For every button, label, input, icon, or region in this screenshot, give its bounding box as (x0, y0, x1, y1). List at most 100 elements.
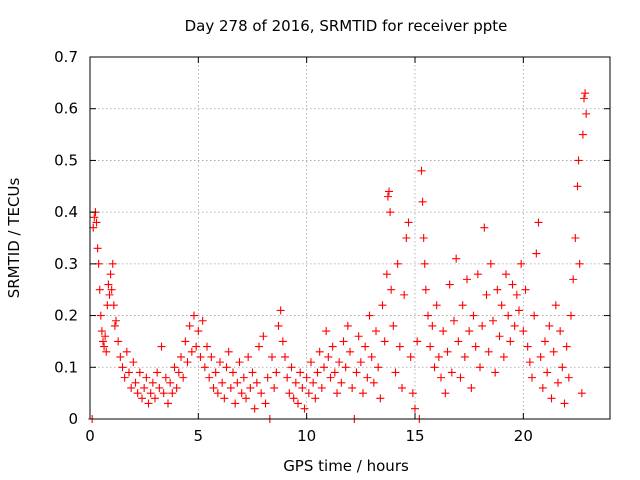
data-point (560, 399, 569, 408)
data-point (317, 383, 326, 392)
data-point (237, 389, 246, 398)
data-point (159, 389, 168, 398)
data-point (233, 378, 242, 387)
data-point (530, 311, 539, 320)
data-point (519, 327, 528, 336)
data-point (263, 373, 272, 382)
data-point (372, 327, 380, 336)
data-point (432, 301, 441, 310)
data-point (257, 389, 266, 398)
data-point (356, 358, 365, 367)
data-point (573, 182, 582, 191)
data-point (382, 270, 391, 279)
data-point (278, 337, 287, 346)
data-point (543, 368, 552, 377)
data-point (101, 332, 110, 341)
data-point (287, 363, 296, 372)
data-point (259, 332, 268, 341)
data-point (582, 109, 591, 118)
data-point (541, 337, 549, 346)
data-point (521, 285, 530, 294)
data-point (100, 342, 109, 351)
data-point (430, 363, 439, 372)
data-point (270, 383, 279, 392)
data-point (309, 378, 318, 387)
data-point (545, 321, 554, 330)
data-point (419, 234, 428, 242)
data-point (510, 321, 519, 330)
data-point (203, 342, 211, 351)
data-point (383, 192, 392, 201)
data-point (140, 383, 149, 392)
data-point (512, 290, 521, 299)
data-point (97, 327, 106, 336)
y-tick-label: 0.5 (54, 151, 78, 169)
data-point (335, 358, 344, 367)
data-point (428, 321, 437, 330)
data-point (564, 373, 573, 382)
data-point (196, 352, 205, 361)
data-point (324, 352, 333, 361)
data-point (315, 347, 324, 356)
data-point (122, 347, 131, 356)
data-point (471, 342, 480, 351)
data-point (439, 327, 448, 336)
data-point (558, 363, 567, 372)
data-point (386, 208, 395, 217)
data-point (581, 89, 590, 98)
data-point (447, 368, 456, 377)
data-point (536, 352, 545, 361)
data-point (363, 373, 372, 382)
data-point (229, 368, 237, 377)
data-point (411, 404, 419, 413)
data-point (200, 363, 209, 372)
data-point (177, 352, 185, 361)
data-point (112, 316, 120, 325)
data-point (515, 306, 523, 315)
data-point (104, 280, 113, 289)
y-tick-label: 0 (68, 410, 78, 428)
y-tick-label: 0.4 (54, 203, 78, 221)
data-point (380, 337, 389, 346)
data-point (478, 321, 487, 330)
data-point (127, 383, 136, 392)
data-point (110, 321, 119, 330)
data-point (322, 327, 331, 336)
data-point (330, 368, 339, 377)
data-point (497, 301, 506, 310)
data-point (114, 337, 123, 346)
data-point (300, 404, 309, 413)
data-point (339, 337, 348, 346)
data-point (421, 285, 430, 294)
data-point (276, 306, 285, 315)
data-point (348, 383, 357, 392)
data-point (190, 311, 198, 320)
data-point (116, 352, 125, 361)
data-point (489, 316, 497, 325)
data-point (205, 373, 214, 382)
data-point (302, 373, 311, 382)
plot-frame (89, 56, 611, 420)
data-point (343, 321, 352, 330)
data-point (398, 383, 406, 392)
data-point (482, 290, 491, 299)
data-point (554, 378, 562, 387)
data-point (389, 321, 398, 330)
data-point (307, 358, 315, 367)
data-point (218, 378, 227, 387)
data-point (168, 389, 177, 398)
data-point (135, 368, 144, 377)
data-point (107, 285, 116, 294)
data-point (311, 394, 320, 403)
data-point (213, 389, 222, 398)
data-point (352, 368, 361, 377)
data-point (575, 259, 584, 268)
data-point (456, 373, 465, 382)
x-tick-label: 10 (297, 427, 316, 445)
data-point (261, 399, 270, 408)
data-point (441, 389, 450, 398)
data-point (294, 399, 302, 408)
data-point (473, 270, 482, 279)
data-point (491, 368, 500, 377)
